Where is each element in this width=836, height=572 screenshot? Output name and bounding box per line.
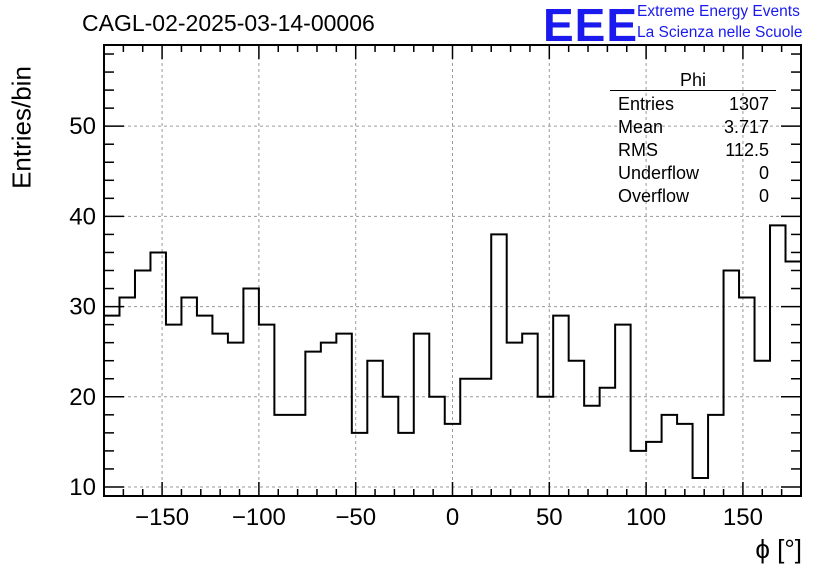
stats-value: 1307 <box>728 94 769 114</box>
stats-value: 3.717 <box>723 117 769 137</box>
y-axis-label: Entries/bin <box>6 66 37 189</box>
x-tick-label: −50 <box>335 504 376 531</box>
stats-label: Mean <box>618 117 664 137</box>
stats-value: 0 <box>758 163 769 183</box>
eee-logo: EEE <box>543 0 639 51</box>
stats-label: Overflow <box>618 186 690 206</box>
y-tick-labels: 10 20 30 40 50 <box>69 113 96 501</box>
stats-box: Phi Entries 1307 Mean 3.717 RMS 112.5 Un… <box>610 70 776 208</box>
stats-row-overflow: Overflow 0 <box>610 185 776 208</box>
x-tick-label: 100 <box>626 504 666 531</box>
x-tick-label: −150 <box>135 504 189 531</box>
stats-title: Phi <box>610 70 776 91</box>
stats-value: 112.5 <box>725 140 769 160</box>
x-tick-label: 0 <box>446 504 459 531</box>
logo-caption-line1: Extreme Energy Events <box>637 3 800 20</box>
y-tick-label: 40 <box>69 203 96 230</box>
stats-label: Entries <box>618 94 675 114</box>
x-tick-labels: −150 −100 −50 0 50 100 150 <box>135 504 763 531</box>
stats-row-rms: RMS 112.5 <box>610 139 776 162</box>
stats-label: RMS <box>618 140 658 160</box>
stats-label: Underflow <box>618 163 700 183</box>
x-tick-label: 150 <box>723 504 763 531</box>
logo-caption-line2: La Scienza nelle Scuole <box>637 24 803 41</box>
stats-row-mean: Mean 3.717 <box>610 116 776 139</box>
x-tick-label: −100 <box>232 504 286 531</box>
stats-row-underflow: Underflow 0 <box>610 162 776 185</box>
y-tick-label: 20 <box>69 384 96 411</box>
y-tick-label: 30 <box>69 294 96 321</box>
run-title: CAGL-02-2025-03-14-00006 <box>82 10 375 36</box>
axis-ticks <box>103 45 802 496</box>
y-tick-label: 10 <box>69 474 96 501</box>
x-axis-label: ϕ [°] <box>755 534 802 564</box>
stats-value: 0 <box>758 186 769 206</box>
histogram-line <box>104 67 802 479</box>
stats-row-entries: Entries 1307 <box>610 93 776 116</box>
x-tick-label: 50 <box>536 504 563 531</box>
y-tick-label: 50 <box>69 113 96 140</box>
